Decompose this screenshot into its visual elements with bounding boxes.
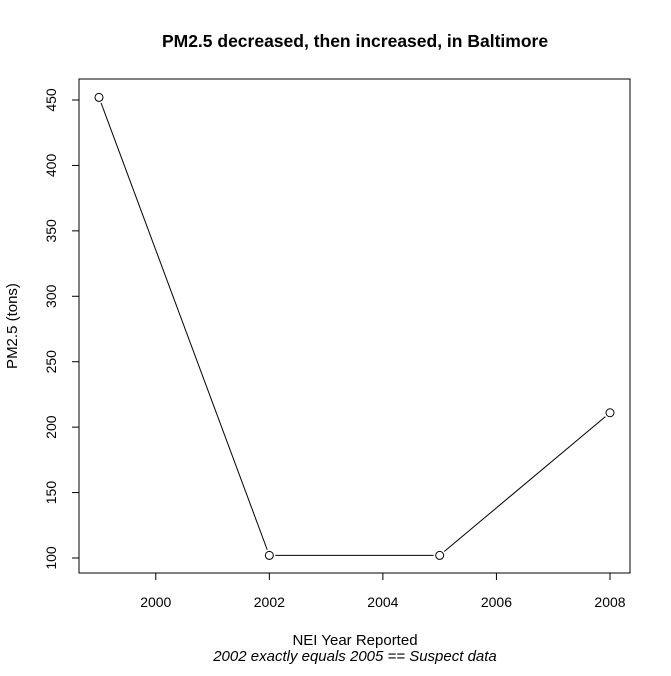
x-tick-label: 2006 [481, 594, 512, 610]
data-point [264, 550, 274, 560]
y-tick-label: 150 [43, 481, 59, 505]
x-tick-label: 2000 [140, 594, 171, 610]
y-axis-label: PM2.5 (tons) [4, 283, 21, 369]
y-tick-label: 350 [43, 219, 59, 243]
y-tick-label: 300 [43, 284, 59, 308]
x-axis-label: NEI Year Reported [292, 632, 417, 649]
x-tick-label: 2004 [367, 594, 398, 610]
y-tick-label: 400 [43, 154, 59, 178]
data-series [94, 92, 615, 560]
data-point [605, 408, 615, 418]
series-line-segment [443, 416, 606, 552]
chart-subtitle: 2002 exactly equals 2005 == Suspect data [212, 648, 497, 665]
y-axis: 100 150 200 250 300 350 400 450 [43, 88, 79, 570]
y-tick-label: 250 [43, 350, 59, 374]
y-tick-label: 200 [43, 415, 59, 439]
plot-frame [78, 78, 631, 574]
y-tick-label: 450 [43, 88, 59, 112]
x-tick-label: 2008 [594, 594, 625, 610]
y-tick-label: 100 [43, 546, 59, 570]
x-axis: 2000 2002 2004 2006 2008 [140, 573, 626, 610]
series-line-segment [100, 102, 268, 550]
data-point [94, 92, 104, 102]
data-point [435, 550, 445, 560]
chart-title: PM2.5 decreased, then increased, in Balt… [162, 31, 548, 51]
x-tick-label: 2002 [254, 594, 285, 610]
